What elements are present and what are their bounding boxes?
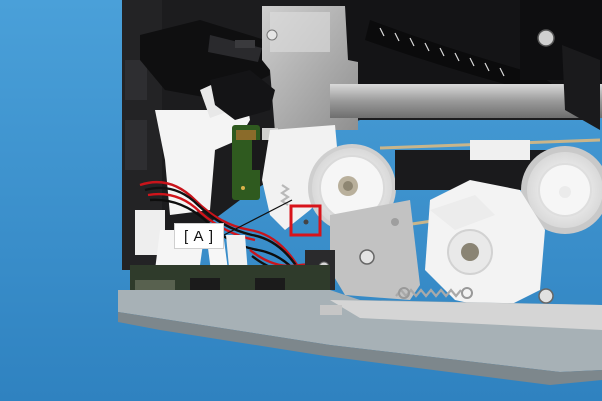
tension-spring [395, 288, 462, 298]
callout-label-a: [ A ] [174, 223, 224, 249]
white-guide-left [155, 90, 250, 215]
highlight-box [289, 204, 322, 237]
carriage-shaft [330, 84, 602, 118]
sensor-spring [280, 184, 290, 206]
target-screw-hole [303, 219, 309, 225]
callout-leader [221, 199, 293, 237]
motor-screw [359, 249, 375, 265]
belt-teeth [379, 27, 505, 77]
bracket-screw [266, 29, 278, 41]
motor-plate [330, 200, 420, 300]
timing-belt [365, 20, 560, 95]
top-screw [537, 29, 555, 47]
gear-right [521, 146, 602, 234]
